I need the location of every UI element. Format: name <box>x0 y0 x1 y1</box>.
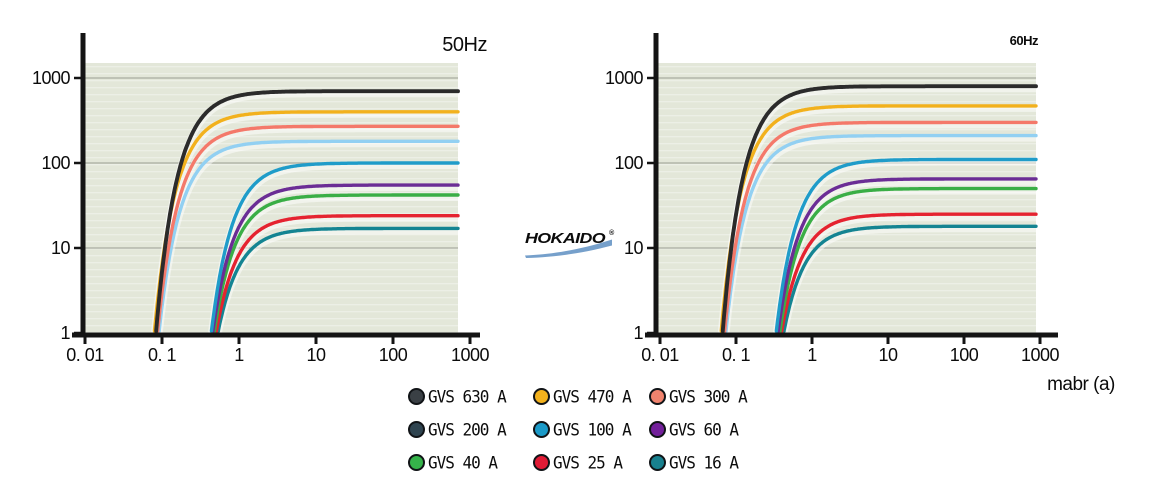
x-tick-label-1000: 1000 <box>451 345 490 365</box>
legend-item-gvs-25-a: GVS 25 A <box>533 452 649 473</box>
hokaido-logo-text: HOKAIDO <box>525 230 606 247</box>
legend-dot-icon <box>408 454 425 471</box>
x-tick-label-0.1: 0. 1 <box>722 345 751 365</box>
legend-dot-icon <box>408 421 425 438</box>
y-tick-label-100: 100 <box>614 153 643 173</box>
curve-gvs-16-a <box>216 226 460 333</box>
y-tick-label-1000: 1000 <box>32 68 71 88</box>
x-tick-label-1: 1 <box>807 345 817 365</box>
curve-halo <box>154 125 458 334</box>
y-tick-label-100: 100 <box>41 153 70 173</box>
x-tick-label-0.01: 0. 01 <box>641 345 679 365</box>
legend-label: GVS 40 A <box>428 452 498 473</box>
curve-gvs-40-a <box>778 186 1038 333</box>
legend-label: GVS 60 A <box>669 419 739 440</box>
y-tick-label-1000: 1000 <box>605 68 644 88</box>
legend-dot-icon <box>408 388 425 405</box>
legend-label: GVS 16 A <box>669 452 739 473</box>
x-axis-unit-label: mabr (a) <box>1047 374 1115 395</box>
legend-label: GVS 25 A <box>553 452 623 473</box>
legend-label: GVS 300 A <box>669 386 748 407</box>
curve-gvs-470-a <box>152 110 460 333</box>
y-tick-label-1: 1 <box>60 323 70 343</box>
legend-dot-icon <box>533 388 550 405</box>
curve-gvs-100-a <box>209 161 460 333</box>
legend-item-gvs-60-a: GVS 60 A <box>649 419 779 440</box>
curve-halo <box>780 225 1036 334</box>
legend-item-gvs-630-a: GVS 630 A <box>408 386 533 407</box>
x-tick-label-0.1: 0. 1 <box>148 345 177 365</box>
curve-halo <box>721 121 1036 334</box>
curve-gvs-200-a <box>724 133 1038 333</box>
legend-item-gvs-16-a: GVS 16 A <box>649 452 779 473</box>
y-tick-label-10: 10 <box>624 238 644 258</box>
curve-gvs-25-a <box>214 214 460 333</box>
hokaido-logo-swoosh <box>525 239 612 258</box>
curve-gvs-300-a <box>723 120 1038 333</box>
legend-item-gvs-100-a: GVS 100 A <box>533 419 649 440</box>
x-tick-label-100: 100 <box>379 345 408 365</box>
legend-label: GVS 470 A <box>553 386 632 407</box>
x-tick-label-100: 100 <box>950 345 979 365</box>
legend-dot-icon <box>533 454 550 471</box>
curve-gvs-630-a <box>720 84 1038 333</box>
y-tick-label-10: 10 <box>51 238 71 258</box>
curve-halo <box>209 184 458 334</box>
curve-gvs-40-a <box>212 193 460 333</box>
curve-gvs-25-a <box>780 212 1038 333</box>
frequency-label-50hz: 50Hz <box>442 34 487 56</box>
legend-item-gvs-40-a: GVS 40 A <box>408 452 533 473</box>
legend-label: GVS 100 A <box>553 419 632 440</box>
curve-halo <box>214 227 458 334</box>
curve-gvs-100-a <box>774 157 1038 333</box>
hokaido-logo-graphic: HOKAIDO ® <box>525 229 616 258</box>
frequency-label-60hz: 60Hz <box>1010 33 1039 48</box>
x-tick-label-1000: 1000 <box>1021 345 1060 365</box>
x-tick-label-10: 10 <box>878 345 898 365</box>
curve-halo <box>774 177 1036 334</box>
curve-halo <box>772 158 1036 334</box>
curve-gvs-60-a <box>211 183 460 333</box>
legend-item-gvs-470-a: GVS 470 A <box>533 386 649 407</box>
curve-gvs-60-a <box>776 177 1038 333</box>
legend-dot-icon <box>649 421 666 438</box>
curve-gvs-300-a <box>156 124 460 333</box>
legend-dot-icon <box>649 454 666 471</box>
curve-halo <box>211 194 458 334</box>
x-tick-label-1: 1 <box>234 345 244 365</box>
x-tick-label-10: 10 <box>306 345 326 365</box>
legend-dot-icon <box>533 421 550 438</box>
legend-item-gvs-300-a: GVS 300 A <box>649 386 779 407</box>
x-tick-label-0.01: 0. 01 <box>66 345 104 365</box>
curve-halo <box>717 104 1036 334</box>
legend-item-gvs-200-a: GVS 200 A <box>408 419 533 440</box>
legend-label: GVS 200 A <box>428 419 507 440</box>
curve-halo <box>213 214 458 334</box>
curve-gvs-16-a <box>782 224 1038 333</box>
hokaido-logo: HOKAIDO ® <box>522 227 618 263</box>
curve-halo <box>778 213 1036 334</box>
registered-trademark-icon: ® <box>609 229 615 237</box>
legend: GVS 630 A GVS 470 A GVS 300 A GVS 200 A GVS … <box>408 380 779 479</box>
curve-gvs-200-a <box>157 139 460 333</box>
curve-halo <box>155 140 458 334</box>
curve-halo <box>776 187 1036 334</box>
curve-halo <box>722 134 1036 334</box>
curve-gvs-630-a <box>154 89 460 333</box>
legend-dot-icon <box>649 388 666 405</box>
legend-label: GVS 630 A <box>428 386 507 407</box>
y-tick-label-1: 1 <box>633 323 643 343</box>
curve-gvs-470-a <box>719 104 1038 333</box>
curve-halo <box>151 110 458 334</box>
